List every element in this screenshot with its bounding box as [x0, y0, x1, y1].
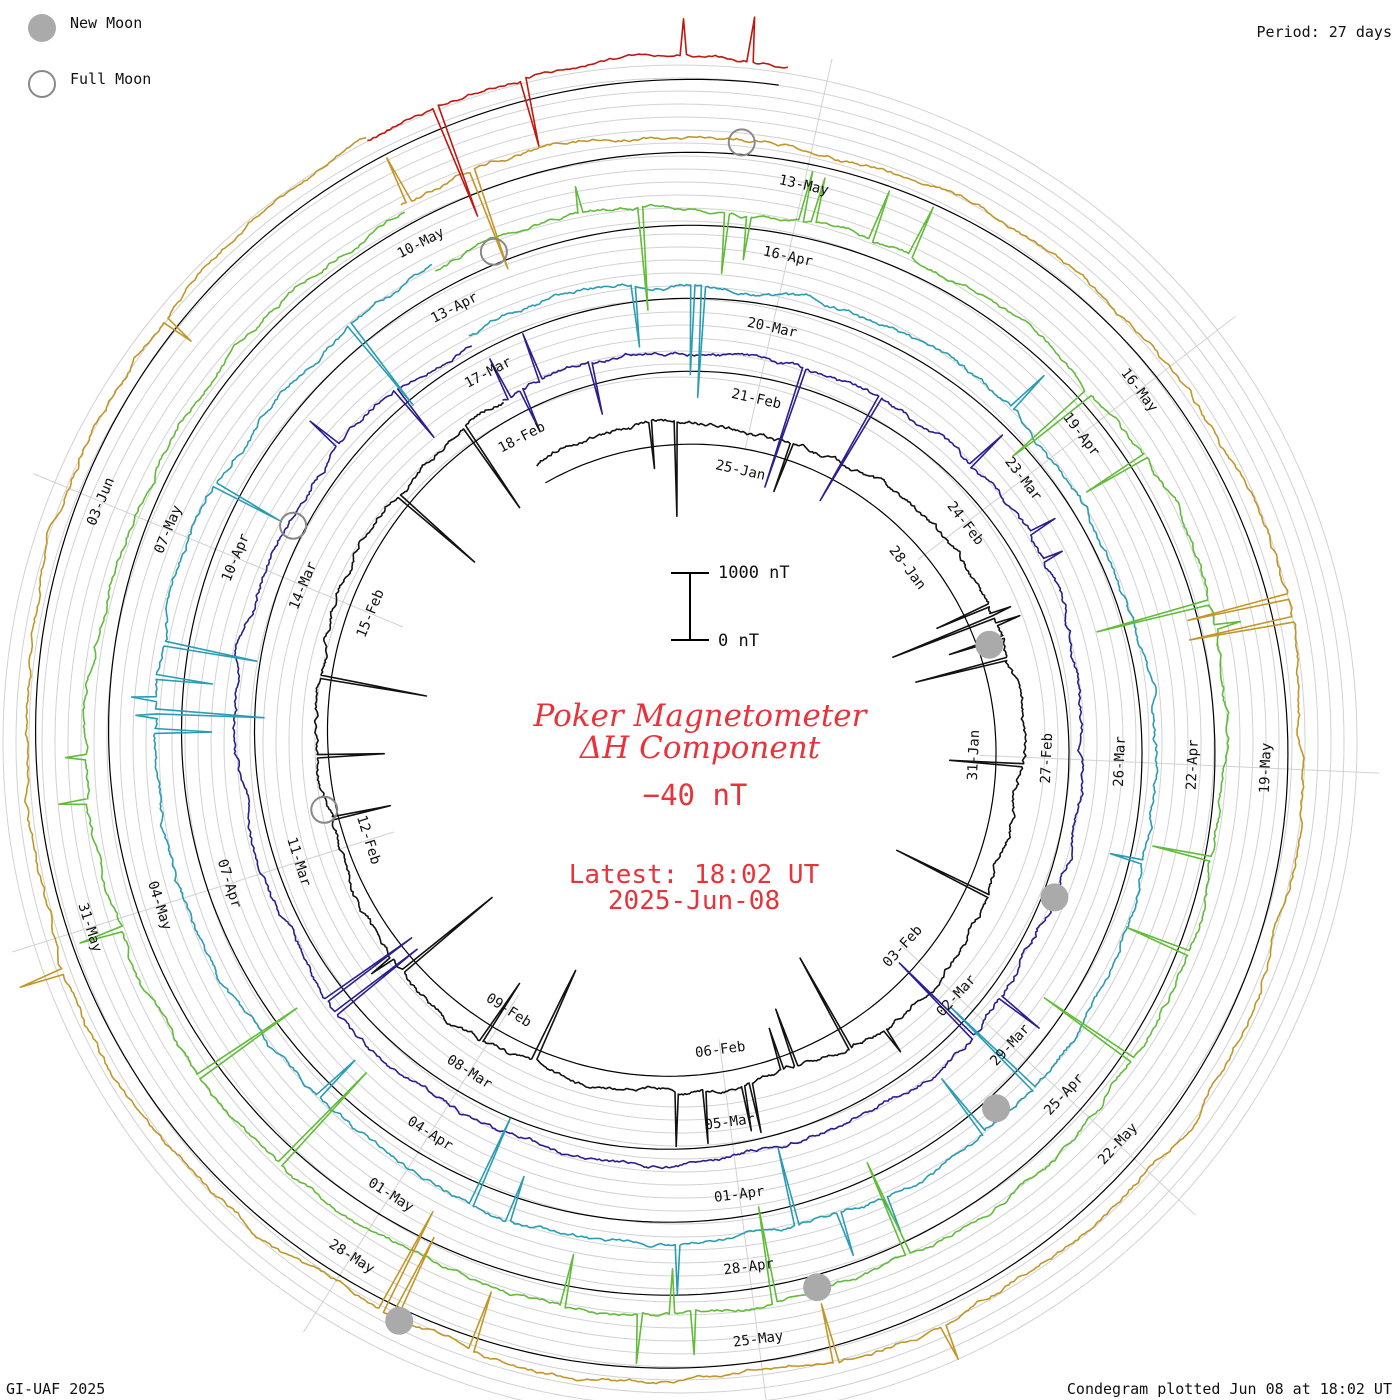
date-label: 13-May	[777, 172, 830, 199]
date-label: 25-Apr	[1041, 1071, 1087, 1119]
date-label: 10-Apr	[219, 531, 253, 584]
grid-ring	[93, 155, 1267, 1329]
grid-ring	[210, 272, 1150, 1212]
grid-ring	[119, 181, 1241, 1303]
new-moon-marker	[975, 630, 1004, 659]
date-label: 16-Apr	[762, 243, 815, 270]
grid-ring	[28, 90, 1332, 1394]
trace-revolution-5	[19, 135, 1305, 1385]
date-label: 15-Feb	[354, 587, 388, 640]
grid-spoke	[979, 754, 1380, 774]
date-label: 22-Apr	[1184, 739, 1202, 790]
grid-ring	[54, 116, 1306, 1368]
trace-revolution-6	[367, 16, 788, 217]
grid-spoke	[303, 994, 520, 1333]
baseline-circles	[34, 78, 1289, 1369]
date-label: 03-Feb	[880, 922, 926, 970]
grid-ring	[2, 64, 1358, 1400]
scale-bar-top-label: 1000 nT	[718, 563, 790, 583]
date-label: 07-May	[151, 503, 185, 556]
latest-date: 2025-Jun-08	[607, 886, 781, 916]
radial-grid	[2, 58, 1380, 1400]
new-moon-legend-icon	[28, 14, 56, 42]
trace-revolution-2	[232, 333, 1085, 1170]
date-label: 18-Feb	[496, 419, 548, 457]
grid-spoke	[744, 58, 833, 450]
grid-ring	[106, 168, 1254, 1316]
date-label: 14-Mar	[286, 559, 320, 612]
new-moon-marker	[385, 1306, 414, 1335]
chart-subtitle: ΔH Component	[579, 730, 821, 766]
date-label: 29-Mar	[987, 1021, 1033, 1069]
full-moon-marker	[479, 237, 508, 266]
grid-ring	[301, 363, 1059, 1121]
grid-ring	[197, 259, 1163, 1225]
date-label: 24-Feb	[943, 499, 986, 549]
trace-revolution-1	[313, 401, 1027, 1148]
date-label: 05-Mar	[704, 1111, 756, 1133]
grid-ring	[184, 246, 1176, 1238]
grid-ring	[262, 324, 1098, 1160]
trace-revolution-3	[130, 263, 1159, 1295]
date-label: 25-May	[732, 1328, 784, 1350]
baseline-value: −40 nT	[642, 778, 748, 812]
grid-spoke	[12, 831, 394, 953]
full-moon-marker	[727, 128, 756, 157]
chart-title: Poker Magnetometer	[533, 698, 867, 734]
date-label: 25-Jan	[714, 457, 767, 484]
latest-time: Latest: 18:02 UT	[568, 860, 820, 890]
date-label: 28-Jan	[885, 543, 928, 593]
date-label: 12-Feb	[353, 813, 383, 866]
scale-bar	[671, 572, 709, 641]
full-moon-marker	[279, 511, 308, 540]
date-label: 16-May	[1117, 365, 1160, 415]
full-moon-marker	[310, 795, 339, 824]
new-moon-legend-label: New Moon	[70, 14, 143, 32]
scale-bar-bottom-label: 0 nT	[718, 631, 759, 651]
credit-label: GI-UAF 2025	[6, 1380, 106, 1398]
date-label: 20-Mar	[746, 315, 799, 342]
date-label: 22-May	[1095, 1120, 1141, 1168]
grid-ring	[223, 285, 1137, 1199]
date-label: 01-Apr	[713, 1183, 765, 1205]
date-label: 06-Feb	[694, 1039, 746, 1061]
grid-ring	[275, 337, 1085, 1147]
plotted-timestamp: Condegram plotted Jun 08 at 18:02 UT	[1066, 1380, 1392, 1398]
grid-ring	[80, 142, 1280, 1342]
grid-spoke	[33, 473, 404, 628]
grid-ring	[67, 129, 1293, 1355]
magnetometer-traces	[19, 16, 1305, 1385]
grid-spoke	[917, 315, 1236, 560]
date-label: 19-May	[1257, 742, 1275, 793]
date-label: 27-Feb	[1038, 733, 1056, 784]
period-label: Period: 27 days	[1256, 23, 1392, 41]
full-moon-legend-label: Full Moon	[70, 70, 152, 88]
grid-ring	[158, 220, 1202, 1264]
date-label: 26-Mar	[1111, 736, 1129, 787]
new-moon-marker	[803, 1273, 832, 1302]
grid-ring	[249, 311, 1111, 1173]
full-moon-legend-icon	[28, 70, 56, 98]
baseline-spiral	[34, 78, 1289, 1369]
moon-markers	[279, 128, 1069, 1335]
new-moon-marker	[982, 1094, 1011, 1123]
grid-ring	[288, 350, 1072, 1134]
new-moon-marker	[1040, 883, 1069, 912]
grid-ring	[15, 77, 1345, 1400]
date-label: 31-Jan	[965, 729, 983, 780]
date-label: 28-Apr	[723, 1256, 775, 1278]
grid-ring	[145, 207, 1215, 1277]
trace-revolution-4	[58, 171, 1242, 1365]
grid-ring	[314, 376, 1046, 1108]
date-label: 10-May	[395, 225, 447, 263]
